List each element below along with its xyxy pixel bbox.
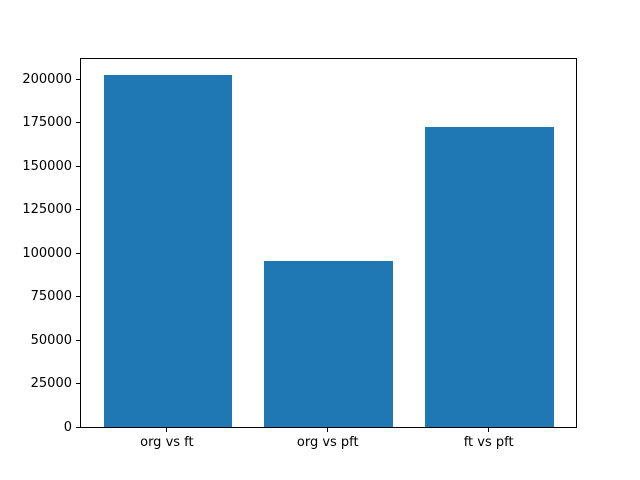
x-tick-mark <box>166 428 168 432</box>
y-tick-label: 50000 <box>30 332 72 348</box>
y-tick-label: 175000 <box>22 115 72 131</box>
y-tick-label: 100000 <box>22 245 72 261</box>
y-tick-label: 150000 <box>22 158 72 174</box>
y-tick-mark <box>76 296 80 298</box>
x-tick-label: org vs pft <box>296 435 359 450</box>
y-tick-mark <box>76 122 80 124</box>
bar-ft-vs-pft <box>425 127 554 427</box>
y-tick-mark <box>76 339 80 341</box>
y-tick-mark <box>76 165 80 167</box>
bar-org-vs-ft <box>103 74 233 427</box>
x-tick-label: ft vs pft <box>463 435 514 450</box>
y-tick-mark <box>76 78 80 80</box>
y-tick-label: 200000 <box>22 71 72 87</box>
x-tick-mark <box>488 428 490 432</box>
y-tick-label: 0 <box>63 419 72 435</box>
y-tick-mark <box>76 426 80 428</box>
y-tick-label: 125000 <box>22 202 72 218</box>
y-tick-mark <box>76 209 80 211</box>
y-tick-label: 25000 <box>30 376 72 391</box>
bar-org-vs-pft <box>264 261 394 427</box>
x-tick-label: org vs ft <box>140 435 194 450</box>
plot-area <box>80 57 577 428</box>
y-tick-mark <box>76 383 80 384</box>
y-tick-mark <box>76 252 80 254</box>
y-tick-label: 75000 <box>30 289 72 305</box>
x-tick-mark <box>327 428 329 432</box>
